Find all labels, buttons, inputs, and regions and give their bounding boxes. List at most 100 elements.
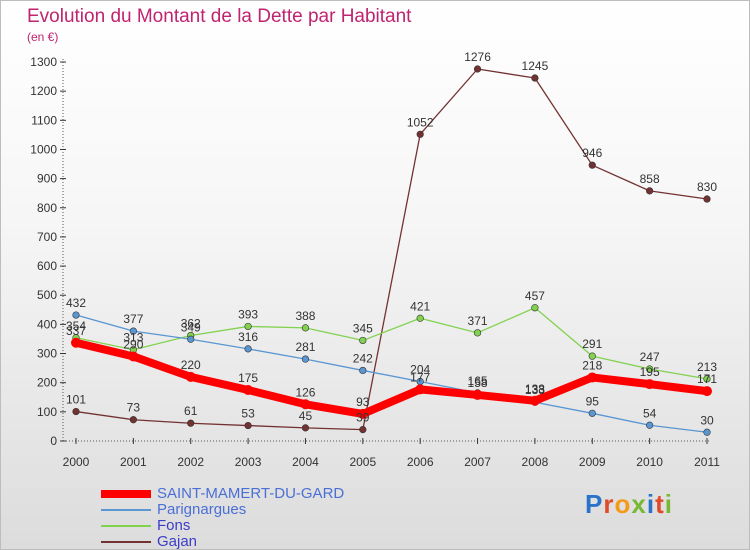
data-point bbox=[646, 421, 654, 429]
legend-label: Parignargues bbox=[157, 501, 247, 518]
data-point bbox=[587, 372, 598, 383]
legend-swatch bbox=[101, 509, 151, 511]
data-point bbox=[646, 365, 654, 373]
x-tick-label: 2010 bbox=[636, 455, 663, 469]
y-tick-label: 1000 bbox=[30, 142, 57, 156]
data-label: 421 bbox=[410, 299, 430, 313]
y-tick-label: 100 bbox=[37, 405, 57, 419]
data-label: 126 bbox=[295, 385, 315, 399]
data-point bbox=[301, 355, 310, 363]
data-label: 281 bbox=[295, 340, 315, 354]
legend-label: SAINT-MAMERT-DU-GARD bbox=[157, 485, 345, 502]
legend-swatch bbox=[101, 525, 151, 527]
data-point bbox=[301, 324, 310, 332]
data-label: 93 bbox=[356, 395, 370, 409]
data-label: 171 bbox=[697, 372, 717, 386]
data-label: 204 bbox=[410, 363, 430, 377]
data-point bbox=[129, 327, 137, 335]
data-label: 218 bbox=[582, 358, 602, 372]
data-label: 858 bbox=[640, 172, 660, 186]
x-tick-label: 2000 bbox=[63, 455, 90, 469]
chart-subtitle: (en €) bbox=[27, 30, 59, 44]
data-label: 242 bbox=[353, 351, 373, 365]
data-label: 371 bbox=[468, 314, 488, 328]
x-tick-label: 2006 bbox=[407, 455, 434, 469]
data-label: 316 bbox=[238, 330, 258, 344]
data-label: 349 bbox=[181, 320, 201, 334]
data-point bbox=[300, 399, 311, 410]
data-label: 133 bbox=[525, 383, 545, 397]
data-label: 337 bbox=[66, 324, 86, 338]
legend-swatch bbox=[101, 541, 151, 543]
y-tick-label: 1200 bbox=[30, 84, 57, 98]
data-label: 54 bbox=[643, 406, 657, 420]
data-label: 195 bbox=[640, 365, 660, 379]
y-tick-label: 600 bbox=[37, 259, 57, 273]
x-tick-label: 2003 bbox=[235, 455, 262, 469]
data-point bbox=[473, 65, 482, 73]
proxiti-logo: Proxiti bbox=[585, 489, 673, 519]
data-point bbox=[416, 130, 424, 138]
x-tick-label: 2007 bbox=[464, 455, 491, 469]
y-tick-label: 200 bbox=[37, 376, 57, 390]
data-point bbox=[473, 329, 482, 337]
data-label: 345 bbox=[353, 321, 373, 335]
data-label: 61 bbox=[184, 404, 198, 418]
data-point bbox=[187, 419, 195, 427]
series-line-3 bbox=[75, 68, 708, 431]
data-label: 354 bbox=[66, 319, 86, 333]
data-label: 1245 bbox=[522, 59, 549, 73]
data-label: 39 bbox=[356, 411, 370, 425]
chart-title: Evolution du Montant de la Dette par Hab… bbox=[27, 6, 412, 27]
data-label: 213 bbox=[697, 360, 717, 374]
data-label: 158 bbox=[468, 376, 488, 390]
data-point bbox=[646, 187, 654, 195]
x-tick-label: 2011 bbox=[694, 455, 720, 469]
y-tick-label: 800 bbox=[37, 201, 57, 215]
data-point bbox=[244, 345, 252, 353]
data-point bbox=[243, 384, 254, 395]
data-label: 388 bbox=[295, 309, 315, 323]
data-point bbox=[128, 351, 139, 362]
legend-label: Fons bbox=[157, 517, 191, 534]
x-tick-label: 2002 bbox=[177, 455, 204, 469]
data-point bbox=[588, 161, 596, 169]
data-label: 290 bbox=[123, 337, 143, 351]
x-tick-label: 2009 bbox=[579, 455, 606, 469]
data-point bbox=[359, 366, 367, 375]
y-tick-label: 900 bbox=[37, 172, 57, 186]
data-label: 95 bbox=[586, 394, 600, 408]
data-point bbox=[703, 375, 711, 383]
data-label: 830 bbox=[697, 180, 717, 194]
data-label: 177 bbox=[410, 370, 430, 384]
data-label: 946 bbox=[582, 146, 602, 160]
x-tick-label: 2008 bbox=[522, 455, 549, 469]
data-label: 165 bbox=[468, 374, 488, 388]
data-point bbox=[129, 416, 137, 424]
data-point bbox=[71, 337, 81, 348]
data-label: 432 bbox=[66, 296, 86, 310]
y-tick-label: 400 bbox=[37, 317, 57, 331]
data-point bbox=[244, 322, 252, 331]
data-label: 30 bbox=[700, 413, 714, 427]
y-tick-label: 1100 bbox=[31, 113, 57, 127]
data-label: 138 bbox=[525, 382, 545, 396]
y-tick-label: 700 bbox=[37, 230, 57, 244]
data-point bbox=[357, 408, 368, 419]
data-point bbox=[529, 395, 540, 406]
data-point bbox=[187, 335, 195, 343]
data-point bbox=[588, 409, 596, 417]
legend-swatch bbox=[101, 490, 151, 498]
data-label: 53 bbox=[241, 407, 255, 421]
data-point bbox=[703, 195, 711, 203]
data-label: 313 bbox=[123, 331, 143, 345]
data-point bbox=[185, 371, 196, 382]
data-label: 73 bbox=[127, 401, 141, 415]
series-line-0 bbox=[72, 338, 711, 418]
data-point bbox=[702, 386, 712, 397]
data-point bbox=[588, 352, 596, 360]
data-label: 457 bbox=[525, 289, 545, 303]
data-label: 377 bbox=[123, 312, 143, 326]
